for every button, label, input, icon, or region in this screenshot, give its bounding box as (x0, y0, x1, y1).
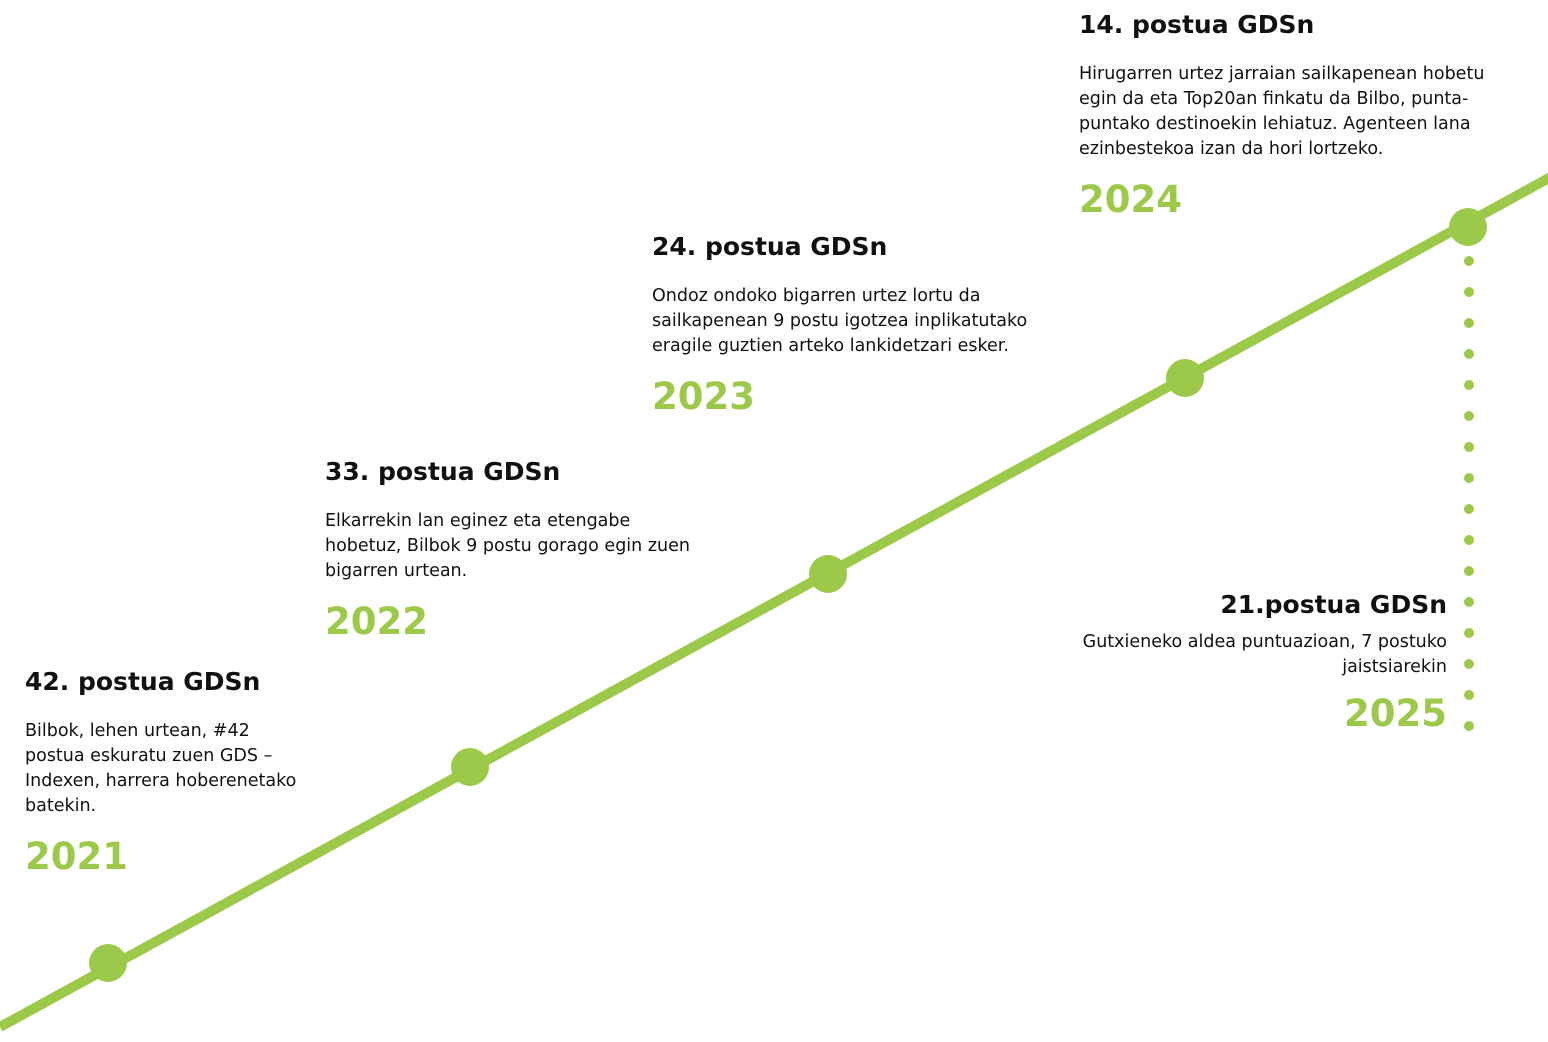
milestone-title: 24. postua GDSn (652, 232, 888, 261)
milestone-text: Ondoz ondoko bigarren urtez lortu da sai… (652, 286, 1028, 356)
milestone-year: 2021 (25, 835, 128, 878)
dot (451, 748, 489, 786)
milestone: 14. postua GDSn Hirugarren urtez jarraia… (1079, 8, 1489, 222)
dot (809, 555, 847, 593)
milestone-year: 2022 (325, 600, 428, 643)
milestone-text: Hirugarren urtez jarraian sailkapenean h… (1079, 64, 1485, 159)
milestone-title: 33. postua GDSn (325, 457, 561, 486)
timeline-line (0, 172, 1548, 1032)
dot (1449, 208, 1487, 246)
dot (89, 944, 127, 982)
milestone-title: 14. postua GDSn (1079, 10, 1315, 39)
milestone-text: Bilbok, lehen urtean, #42 postua eskurat… (25, 721, 297, 816)
milestone: 24. postua GDSn Ondoz ondoko bigarren ur… (652, 230, 1052, 419)
milestone-text: Gutxieneko aldea puntuazioan, 7 postuko … (1082, 632, 1447, 677)
milestone-year: 2023 (652, 375, 755, 418)
milestone-year: 2024 (1079, 178, 1182, 221)
milestone: 42. postua GDSn Bilbok, lehen urtean, #4… (25, 665, 310, 879)
milestone-year: 2025 (1344, 692, 1447, 735)
milestone-text: Elkarrekin lan eginez eta etengabe hobet… (325, 511, 690, 581)
milestone-title: 42. postua GDSn (25, 667, 261, 696)
dot (1166, 359, 1204, 397)
milestone: 21.postua GDSn Gutxieneko aldea puntuazi… (1077, 588, 1447, 736)
milestone-title: 21.postua GDSn (1220, 590, 1447, 619)
milestone: 33. postua GDSn Elkarrekin lan eginez et… (325, 455, 695, 644)
